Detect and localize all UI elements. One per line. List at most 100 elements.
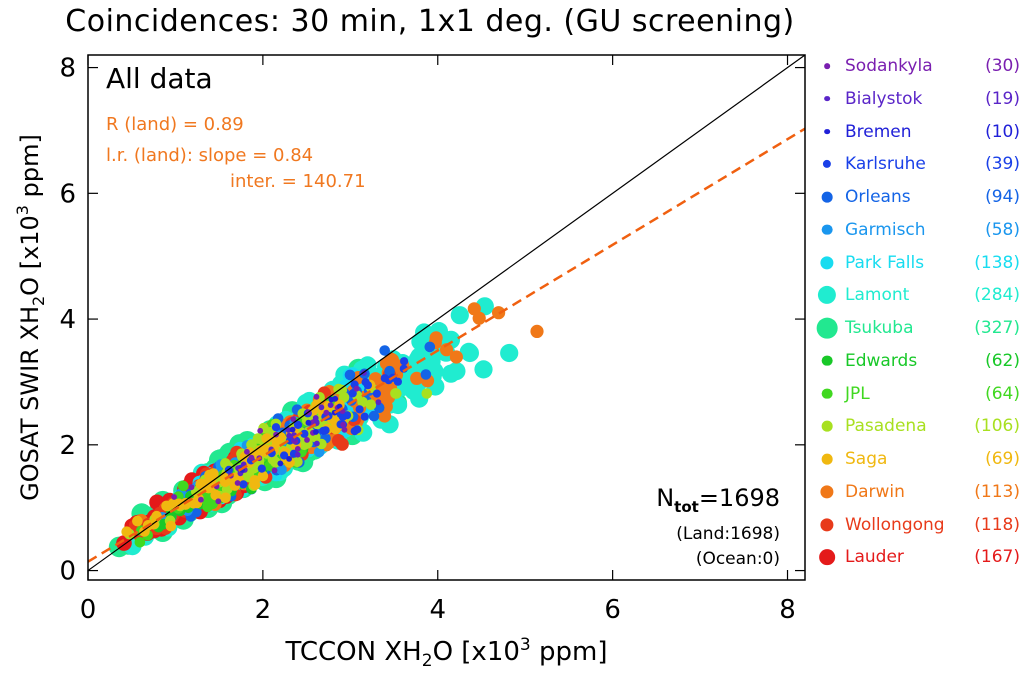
legend-count: (138) bbox=[974, 252, 1020, 273]
data-point bbox=[304, 437, 310, 443]
data-point bbox=[198, 496, 204, 503]
data-point bbox=[202, 501, 213, 513]
points-layer bbox=[108, 297, 544, 558]
legend-count: (19) bbox=[985, 88, 1020, 109]
data-point bbox=[286, 456, 292, 462]
data-point bbox=[134, 537, 146, 548]
data-point bbox=[441, 364, 460, 383]
legend-name: Orleans bbox=[845, 187, 911, 207]
data-point bbox=[220, 492, 231, 504]
legend-marker bbox=[816, 317, 838, 339]
data-point bbox=[277, 460, 284, 467]
legend-item: Wollongong (118) bbox=[815, 511, 1020, 539]
data-point bbox=[341, 426, 348, 433]
data-point bbox=[379, 345, 391, 356]
legend-name: Edwards bbox=[845, 350, 918, 371]
legend-count: (113) bbox=[974, 481, 1020, 502]
legend-name: Bremen bbox=[845, 121, 912, 142]
data-point bbox=[280, 451, 289, 460]
data-point bbox=[285, 427, 292, 433]
legend-name: Tsukuba bbox=[845, 318, 914, 338]
data-point bbox=[300, 429, 309, 438]
data-point bbox=[252, 433, 264, 444]
legend-marker bbox=[824, 63, 830, 69]
data-point bbox=[171, 494, 178, 500]
data-point bbox=[323, 409, 330, 416]
data-point bbox=[257, 470, 269, 482]
x-tick-label: 0 bbox=[80, 595, 97, 625]
data-point bbox=[215, 498, 222, 505]
data-point bbox=[239, 480, 248, 489]
data-point bbox=[289, 426, 296, 433]
data-point bbox=[340, 421, 346, 428]
one-to-one-line bbox=[87, 54, 806, 572]
data-point bbox=[344, 369, 356, 381]
data-point bbox=[313, 393, 320, 400]
legend-item: Karlsruhe (39) bbox=[815, 150, 1020, 178]
ntot-ocean: (Ocean:0) bbox=[695, 549, 780, 569]
stat-slope: l.r. (land): slope = 0.84 bbox=[106, 145, 314, 166]
data-point bbox=[121, 526, 132, 537]
data-point bbox=[348, 389, 357, 398]
x-tick-label: 6 bbox=[604, 595, 621, 625]
data-point bbox=[188, 484, 195, 491]
legend-item: Bremen (10) bbox=[815, 118, 1020, 146]
data-point bbox=[373, 402, 385, 414]
data-point bbox=[355, 405, 364, 414]
stat-inter: inter. = 140.71 bbox=[230, 171, 366, 192]
axis-ticks: 0 2 4 6 8 0 2 4 6 8 bbox=[59, 54, 805, 625]
legend-item: Park Falls (138) bbox=[815, 249, 1020, 277]
legend-name: Wollongong bbox=[845, 514, 945, 535]
legend-name: Darwin bbox=[845, 481, 905, 502]
x-axis-title: TCCON XH2O [x103 ppm] bbox=[285, 635, 608, 671]
data-point bbox=[429, 331, 443, 345]
stat-r: R (land) = 0.89 bbox=[106, 114, 244, 135]
legend-item: Pasadena (106) bbox=[815, 412, 1020, 440]
data-point bbox=[385, 353, 399, 367]
data-point bbox=[276, 464, 287, 476]
data-point bbox=[357, 396, 368, 408]
ntot-value: =1698 bbox=[698, 484, 780, 512]
y-tick-label: 4 bbox=[59, 305, 76, 335]
data-point bbox=[286, 432, 292, 439]
data-point bbox=[210, 489, 221, 501]
legend-marker bbox=[820, 485, 834, 499]
legend-item: Lauder (167) bbox=[815, 543, 1020, 571]
ntot-subscript: tot bbox=[674, 497, 699, 516]
legend-marker bbox=[817, 286, 837, 305]
data-point bbox=[318, 404, 325, 411]
data-point bbox=[440, 343, 454, 357]
legend-item: Orleans (94) bbox=[815, 183, 1020, 211]
data-point bbox=[336, 384, 348, 396]
data-point bbox=[391, 388, 402, 399]
legend-marker bbox=[821, 224, 833, 236]
y-tick-label: 6 bbox=[59, 179, 76, 209]
plot-frame bbox=[87, 54, 806, 581]
legend-name: Lamont bbox=[845, 285, 910, 306]
y-axis-title: GOSAT SWIR XH2O [x103 ppm] bbox=[13, 134, 48, 501]
data-point bbox=[271, 423, 281, 432]
legend-count: (94) bbox=[985, 187, 1020, 207]
legend-marker bbox=[824, 95, 830, 102]
legend-name: Pasadena bbox=[845, 416, 927, 437]
data-point bbox=[165, 520, 177, 532]
data-point bbox=[314, 440, 320, 447]
page-title: Coincidences: 30 min, 1x1 deg. (GU scree… bbox=[65, 4, 795, 39]
regression-line bbox=[87, 127, 806, 563]
data-point bbox=[290, 416, 297, 422]
legend-marker bbox=[819, 549, 835, 566]
data-point bbox=[208, 468, 219, 479]
legend-item: Saga (69) bbox=[815, 445, 1020, 473]
legend-name: Sodankyla bbox=[845, 56, 933, 76]
data-point bbox=[415, 323, 434, 342]
data-point bbox=[420, 369, 432, 380]
data-point bbox=[132, 515, 143, 527]
data-point bbox=[314, 446, 325, 458]
legend-count: (62) bbox=[985, 350, 1020, 371]
data-point bbox=[380, 383, 394, 398]
x-tick-label: 4 bbox=[429, 595, 446, 625]
legend-name: Karlsruhe bbox=[845, 154, 926, 175]
legend-count: (69) bbox=[985, 449, 1020, 469]
legend-count: (64) bbox=[985, 383, 1020, 404]
